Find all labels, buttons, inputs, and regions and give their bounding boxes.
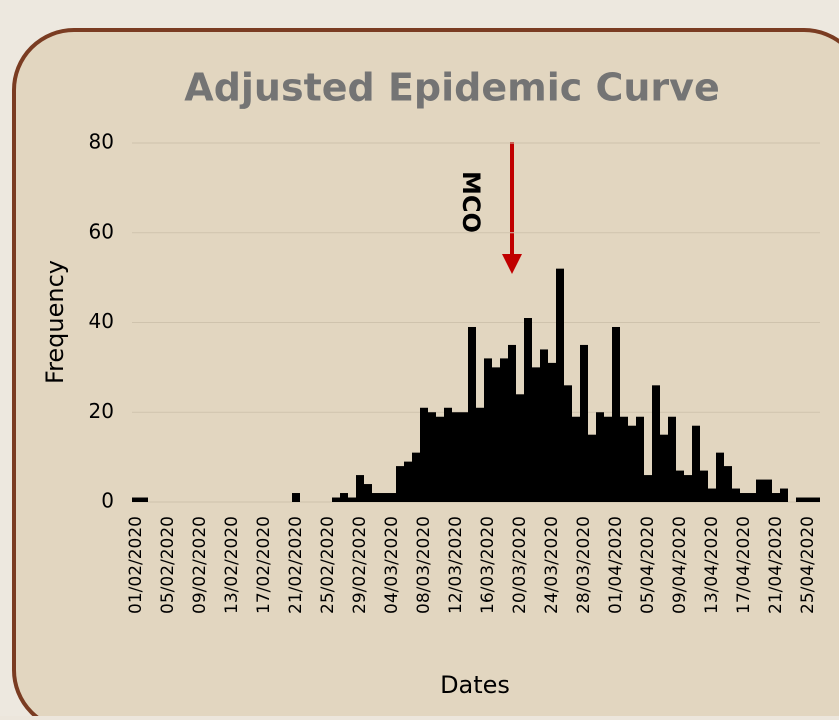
bar <box>556 268 564 502</box>
bar <box>412 452 420 502</box>
bar <box>756 479 764 502</box>
bar <box>500 358 508 502</box>
bar <box>604 416 612 502</box>
bar <box>660 434 668 502</box>
bar <box>348 497 356 502</box>
bar <box>340 493 348 502</box>
x-tick-label: 16/03/2020 <box>478 516 498 614</box>
bar <box>548 362 556 502</box>
y-tick-label: 20 <box>89 399 114 423</box>
bar <box>372 493 380 502</box>
bar <box>708 488 716 502</box>
x-axis-label: Dates <box>440 671 510 699</box>
bar <box>572 416 580 502</box>
x-tick-label: 29/02/2020 <box>350 516 370 614</box>
x-tick-label: 28/03/2020 <box>574 516 594 614</box>
bar <box>580 344 588 502</box>
y-tick-label: 80 <box>89 130 114 154</box>
bar <box>796 497 804 502</box>
x-tick-label: 12/03/2020 <box>446 516 466 614</box>
bar <box>772 493 780 502</box>
y-tick-label: 0 <box>101 489 114 513</box>
bar <box>748 493 756 502</box>
bar <box>380 493 388 502</box>
x-tick-label: 25/04/2020 <box>798 516 818 614</box>
bar <box>716 452 724 502</box>
x-tick-label: 13/02/2020 <box>222 516 242 614</box>
bar <box>444 407 452 502</box>
bar <box>292 493 300 502</box>
panel <box>12 28 839 720</box>
bar <box>676 470 684 502</box>
x-tick-label: 24/03/2020 <box>542 516 562 614</box>
bar <box>732 488 740 502</box>
bar <box>628 425 636 502</box>
bar <box>740 493 748 502</box>
bar <box>524 318 532 502</box>
bar <box>452 412 460 502</box>
bar <box>404 461 412 502</box>
bar <box>780 488 788 502</box>
bar <box>396 466 404 502</box>
x-tick-label: 21/04/2020 <box>766 516 786 614</box>
x-tick-label: 01/04/2020 <box>606 516 626 614</box>
bar <box>516 394 524 502</box>
x-tick-label: 21/02/2020 <box>286 516 306 614</box>
bar <box>764 479 772 502</box>
y-tick-label: 40 <box>89 309 114 333</box>
bar <box>564 385 572 502</box>
arrow-head <box>502 254 522 274</box>
bar <box>684 475 692 502</box>
bar <box>636 416 644 502</box>
bar <box>388 493 396 502</box>
bar <box>332 497 340 502</box>
bar <box>420 407 428 502</box>
y-axis-label: Frequency <box>41 260 69 384</box>
bar <box>508 344 516 502</box>
bar <box>476 407 484 502</box>
bar <box>652 385 660 502</box>
bar <box>644 475 652 502</box>
x-tick-label: 17/04/2020 <box>734 516 754 614</box>
bar <box>692 425 700 502</box>
bar <box>596 412 604 502</box>
bar <box>132 497 140 502</box>
bar <box>724 466 732 502</box>
bar <box>532 367 540 502</box>
x-tick-label: 04/03/2020 <box>382 516 402 614</box>
bar <box>492 367 500 502</box>
x-tick-label: 17/02/2020 <box>254 516 274 614</box>
x-tick-label: 01/02/2020 <box>126 516 146 614</box>
x-tick-label: 05/04/2020 <box>638 516 658 614</box>
bar <box>812 497 820 502</box>
bar <box>484 358 492 502</box>
x-tick-label: 09/04/2020 <box>670 516 690 614</box>
bar <box>588 434 596 502</box>
x-tick-label: 09/02/2020 <box>190 516 210 614</box>
bar <box>468 326 476 502</box>
annotation: MCO <box>457 171 485 233</box>
bar <box>356 475 364 502</box>
x-tick-label: 20/03/2020 <box>510 516 530 614</box>
bar <box>140 497 148 502</box>
bar <box>428 412 436 502</box>
y-tick-label: 60 <box>89 219 114 243</box>
bar <box>364 484 372 502</box>
x-tick-label: 25/02/2020 <box>318 516 338 614</box>
bar <box>620 416 628 502</box>
bar <box>700 470 708 502</box>
x-tick-label: 13/04/2020 <box>702 516 722 614</box>
x-tick-label: 08/03/2020 <box>414 516 434 614</box>
bar <box>436 416 444 502</box>
chart-title: Adjusted Epidemic Curve <box>184 66 719 110</box>
bar <box>668 416 676 502</box>
bar <box>540 349 548 502</box>
bar <box>804 497 812 502</box>
bar <box>612 326 620 502</box>
bar <box>460 412 468 502</box>
x-tick-label: 05/02/2020 <box>158 516 178 614</box>
